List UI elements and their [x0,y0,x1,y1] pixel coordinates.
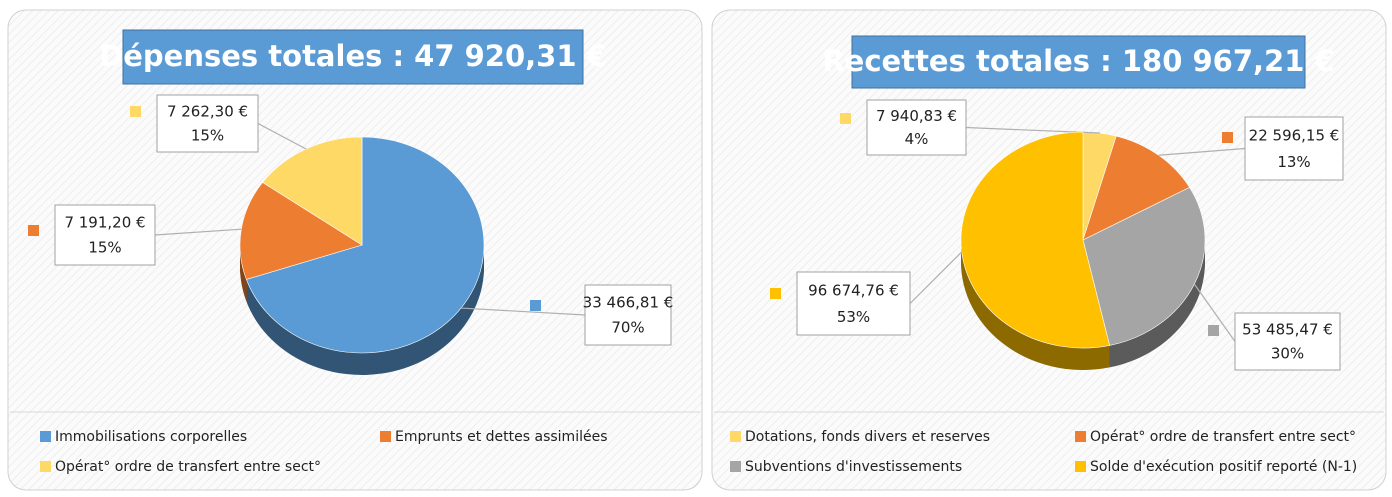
label-box [156,94,259,153]
slice [1082,135,1190,241]
value-label: 7 940,83 € [876,107,957,125]
legend-key [380,431,391,442]
value-label: 7 262,30 € [167,103,248,121]
label-key [1208,325,1219,336]
chart-title: Dépenses totales : 47 920,31 € [99,39,607,73]
label-key [840,113,851,124]
share-label: 53% [837,308,870,326]
label-box [1234,312,1341,371]
label-key [28,225,39,236]
share-label: 15% [191,127,224,145]
label-key [770,288,781,299]
label-box [796,271,911,336]
legend-key [730,461,741,472]
legend-label: Opérat° ordre de transfert entre sect° [1090,429,1356,445]
legend-key [40,431,51,442]
legend-key [1075,461,1086,472]
legend-label: Dotations, fonds divers et reserves [745,429,990,445]
title-box [122,29,584,85]
share-label: 15% [88,239,121,257]
label-key [530,300,541,311]
leader-line [1193,283,1236,342]
leader-line [461,307,586,316]
value-label: 33 466,81 € [583,294,674,312]
slice [1082,186,1206,346]
share-label: 4% [905,130,929,148]
label-box [1244,116,1344,181]
slice [239,181,363,280]
label-box [54,204,156,266]
label-box [584,284,672,346]
share-label: 30% [1271,345,1304,363]
legend-label: Opérat° ordre de transfert entre sect° [55,459,321,475]
value-label: 22 596,15 € [1249,126,1340,144]
leader-line [1158,147,1246,156]
value-label: 96 674,76 € [808,281,899,299]
legend-label: Subventions d'investissements [745,459,962,475]
label-key [1222,132,1233,143]
slice [245,136,485,354]
leader-line [154,228,242,236]
share-label: 70% [611,319,644,337]
label-box [866,99,967,156]
label-key [130,106,141,117]
leader-line [257,122,307,150]
legend-label: Emprunts et dettes assimilées [395,429,608,445]
legend-key [1075,431,1086,442]
legend-label: Immobilisations corporelles [55,429,247,445]
legend-label: Solde d'exécution positif reporté (N-1) [1090,459,1357,475]
legend-key [40,461,51,472]
title-box [851,35,1306,89]
leader-line [909,251,963,304]
chart-title: Recettes totales : 180 967,21 € [822,44,1334,78]
slice [262,136,363,246]
share-label: 13% [1277,153,1310,171]
value-label: 53 485,47 € [1242,321,1333,339]
slice [960,131,1110,349]
value-label: 7 191,20 € [64,214,145,232]
legend-key [730,431,741,442]
